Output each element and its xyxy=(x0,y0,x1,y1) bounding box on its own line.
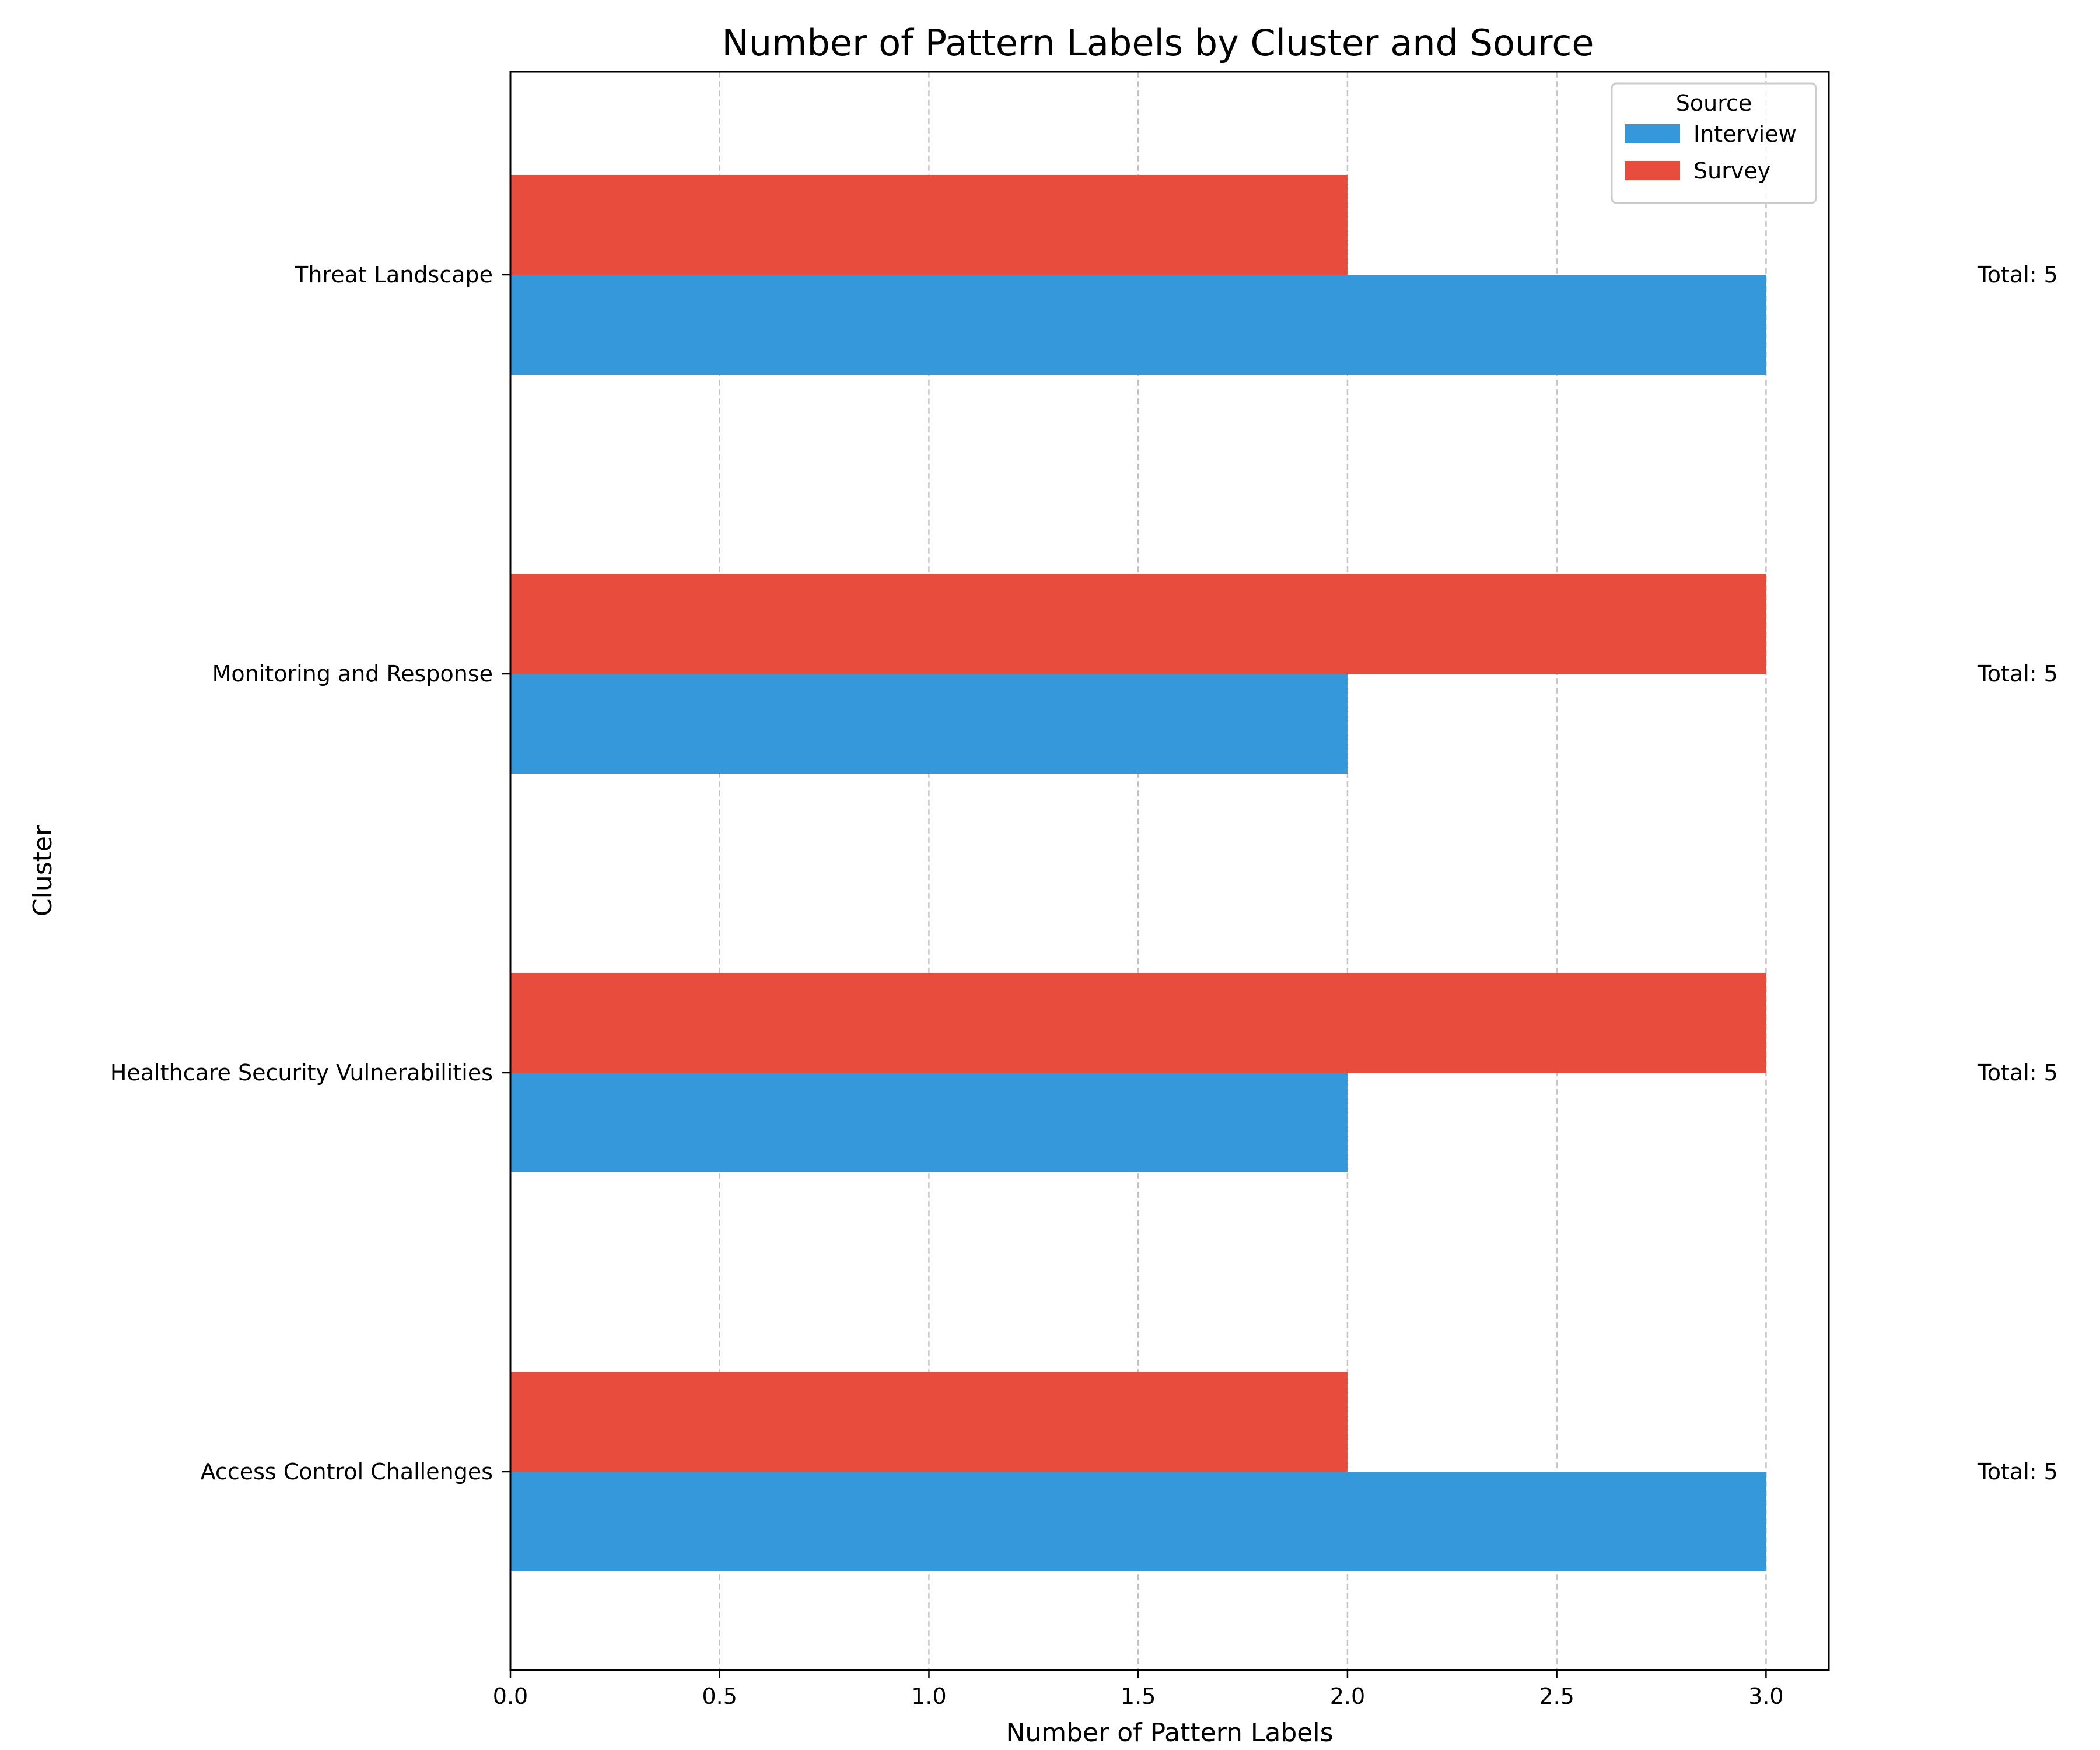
legend-label: Interview xyxy=(1693,121,1797,147)
bar-survey xyxy=(510,1372,1348,1472)
total-label: Total: 5 xyxy=(1977,262,2058,288)
bar-interview xyxy=(510,674,1348,774)
legend-label: Survey xyxy=(1693,158,1770,184)
bar-survey xyxy=(510,175,1348,275)
bar-interview xyxy=(510,1472,1766,1572)
x-tick-label: 3.0 xyxy=(1748,1684,1783,1709)
total-label: Total: 5 xyxy=(1977,661,2058,687)
x-tick-label: 2.5 xyxy=(1539,1684,1574,1709)
y-tick-label: Threat Landscape xyxy=(294,262,493,288)
total-label: Total: 5 xyxy=(1977,1459,2058,1485)
bars xyxy=(510,175,1766,1572)
legend-swatch xyxy=(1625,124,1680,144)
y-axis-label: Cluster xyxy=(28,825,58,916)
bar-survey xyxy=(510,973,1766,1073)
legend-title: Source xyxy=(1676,90,1752,116)
x-axis-ticks: 0.0 0.5 1.0 1.5 2.0 2.5 3.0 xyxy=(493,1670,1784,1709)
x-tick-label: 0.0 xyxy=(493,1684,528,1709)
legend: Source Interview Survey xyxy=(1611,82,1817,204)
y-tick-label: Access Control Challenges xyxy=(201,1459,493,1485)
chart-title: Number of Pattern Labels by Cluster and … xyxy=(722,22,1594,64)
bar-interview xyxy=(510,275,1766,374)
y-tick-label: Monitoring and Response xyxy=(212,661,493,687)
x-tick-label: 2.0 xyxy=(1330,1684,1365,1709)
legend-items: Interview Survey xyxy=(1625,121,1797,184)
total-labels: Total: 5 Total: 5 Total: 5 Total: 5 xyxy=(1977,262,2058,1485)
plot-frame xyxy=(509,71,1830,1671)
y-tick-label: Healthcare Security Vulnerabilities xyxy=(110,1060,493,1086)
x-tick-label: 0.5 xyxy=(702,1684,737,1709)
x-tick-label: 1.0 xyxy=(911,1684,946,1709)
x-axis-label: Number of Pattern Labels xyxy=(1006,1718,1333,1748)
bar-interview xyxy=(510,1073,1348,1172)
total-label: Total: 5 xyxy=(1977,1060,2058,1086)
y-axis-ticks: Access Control Challenges Healthcare Secu… xyxy=(110,262,510,1485)
legend-swatch xyxy=(1625,161,1680,180)
x-tick-label: 1.5 xyxy=(1121,1684,1156,1709)
bar-survey xyxy=(510,574,1766,674)
